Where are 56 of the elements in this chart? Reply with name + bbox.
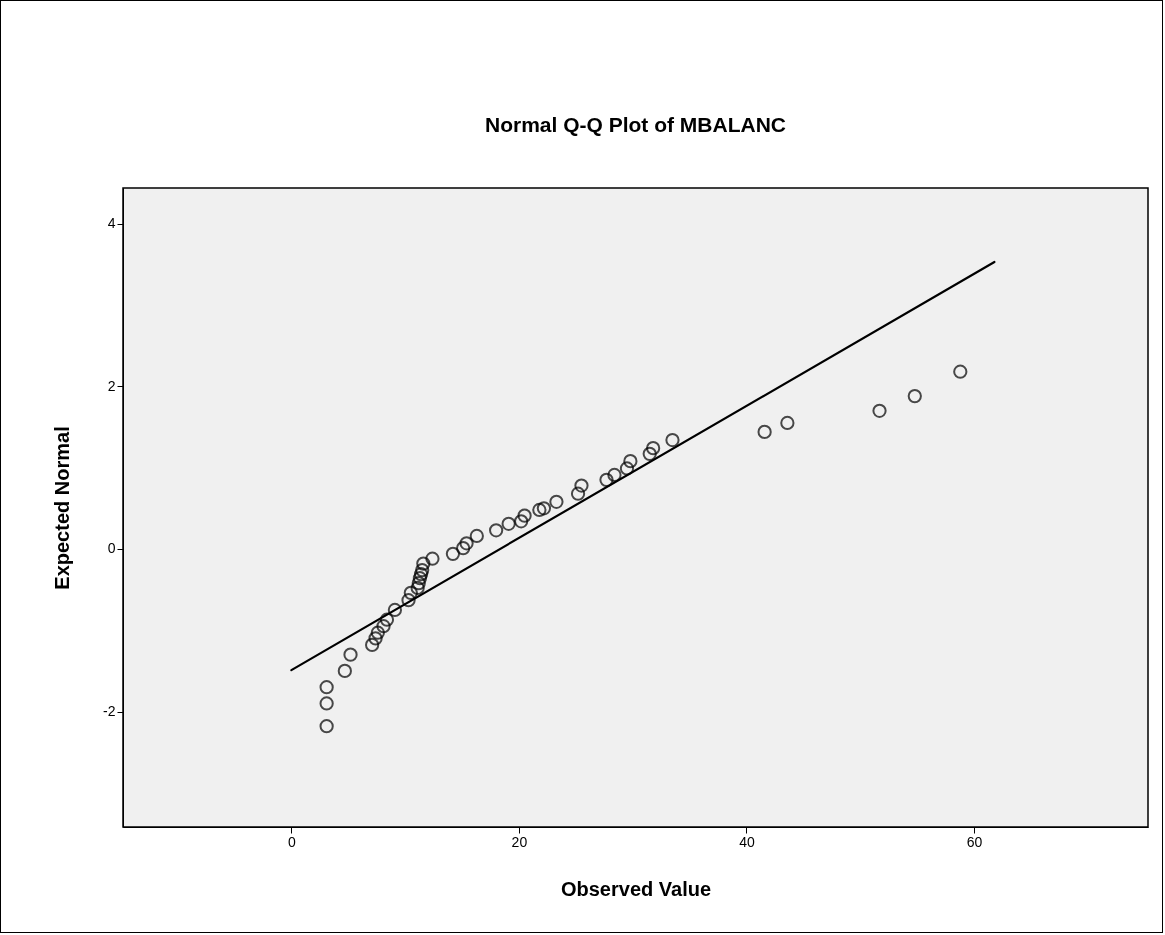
- point: [411, 575, 426, 591]
- point: [370, 625, 385, 640]
- point: [501, 516, 516, 531]
- point: [403, 585, 418, 600]
- x-tick-label: 60: [966, 833, 983, 850]
- point: [337, 663, 352, 679]
- point: [469, 528, 484, 544]
- point: [319, 680, 334, 695]
- chart-title: Normal Q-Q Plot of MBALANC: [485, 113, 786, 136]
- point: [642, 446, 657, 461]
- x-tick-label: 20: [511, 833, 528, 850]
- point: [387, 602, 403, 618]
- point: [459, 536, 474, 551]
- point: [549, 494, 564, 509]
- point: [412, 571, 428, 586]
- point: [413, 567, 429, 582]
- point: [415, 562, 430, 578]
- point: [410, 580, 425, 596]
- point: [445, 546, 461, 561]
- point: [365, 637, 380, 653]
- point: [574, 478, 589, 493]
- point: [599, 472, 614, 487]
- x-tick-label: 0: [287, 833, 296, 850]
- point: [379, 612, 395, 627]
- y-tick-label: 0: [107, 540, 116, 557]
- y-tick-label: 4: [107, 215, 116, 232]
- point: [514, 514, 529, 529]
- point: [619, 461, 635, 476]
- point: [416, 556, 431, 571]
- x-axis-title: Observed Value: [560, 877, 712, 900]
- point: [646, 441, 661, 456]
- point: [780, 415, 795, 431]
- point: [425, 551, 440, 566]
- point: [665, 432, 680, 448]
- point: [517, 508, 532, 523]
- point: [376, 619, 391, 634]
- x-tick-label: 40: [739, 833, 755, 850]
- point: [536, 501, 552, 516]
- point: [319, 696, 334, 711]
- point: [757, 424, 772, 440]
- point: [570, 486, 586, 501]
- point: [623, 454, 638, 469]
- point: [368, 631, 383, 646]
- point: [907, 389, 922, 404]
- y-tick-label: 2: [107, 377, 116, 394]
- point: [401, 593, 416, 608]
- y-tick-label: -2: [103, 703, 116, 720]
- point: [343, 647, 358, 662]
- point: [953, 364, 968, 379]
- point: [489, 523, 504, 538]
- point: [872, 403, 887, 418]
- point: [456, 541, 471, 556]
- point: [532, 502, 547, 518]
- point: [607, 467, 622, 483]
- y-axis-title: Expected Normal: [51, 426, 74, 590]
- point: [319, 719, 334, 734]
